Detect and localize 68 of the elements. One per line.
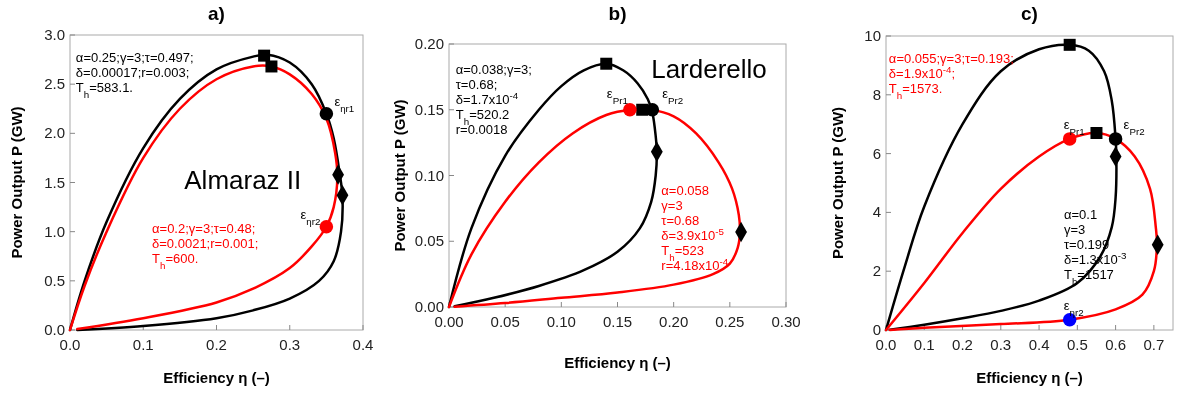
text: α=0.038;γ=3; τ=0.68; δ=1.7x10$^{-4}$ T$_{h}$=520.2 r=0.0018 [455,62,532,138]
annotation: ε$_{Pr2}$ [662,85,684,106]
text: α=0.058 γ=3 τ=0.68 δ=3.9x10$^{-5}$ T$_{h}$=523 r=4.18x10$^{-4}$ [661,183,729,274]
y-tick-label: 10 [864,27,881,44]
x-tick-label: 0.1 [132,336,154,353]
y-tick-label: 0.5 [44,271,65,289]
x-axis-title: Efficiency η (–) [564,354,671,371]
y-tick-label: 6 [872,144,881,162]
annotation: ε$_{Pr1}$ [606,85,628,106]
series-label: α=0.2;γ=3;τ=0.48; δ=0.0021;r=0.001; T$_{h}$=600. [152,220,259,271]
x-tick-label: 0.2 [206,336,227,353]
annotation: ε$_{Pr1}$ [1063,116,1085,137]
x-tick-label: 0.4 [352,336,374,353]
x-tick-label: 0.0 [59,336,81,353]
x-tick-label: 0.2 [952,336,973,353]
point [319,106,334,121]
series-label: α=0.25;γ=3;τ=0.497; δ=0.00017;r=0.003; T$_{h}$=583.1. [75,49,194,100]
text: α=0.055;γ=3;τ=0.193; δ=1.9x10$^{-4}$; T$_{h}$=1573. [888,50,1014,101]
y-tick-label: 0.15 [414,100,444,118]
y-tick-label: 3.0 [44,26,65,43]
y-axis-title: Power Output P (GW) [391,99,408,252]
chart-title: c) [1021,3,1038,24]
y-tick-label: 0.20 [414,35,444,52]
x-tick-label: 0.1 [913,336,935,353]
point [1090,127,1103,140]
annotation: Larderello [651,53,767,84]
x-tick-label: 0.6 [1105,336,1127,353]
x-axis-title: Efficiency η (–) [976,369,1083,386]
y-tick-label: 2 [872,262,881,280]
chart-title: a) [208,3,225,24]
y-tick-label: 8 [872,85,881,103]
x-tick-label: 0.30 [771,313,801,330]
point [319,219,334,234]
x-tick-label: 0.20 [659,313,689,330]
annotation: ε$_{ηr2}$ [300,206,321,227]
x-tick-label: 0.3 [990,336,1012,353]
point [265,60,278,73]
annotation: ε$_{ηr2}$ [1063,297,1084,318]
x-tick-label: 0.25 [715,313,745,330]
x-tick-label: 0.5 [1066,336,1088,353]
y-axis-title: Power Output P (GW) [829,106,846,260]
y-tick-label: 0 [872,321,881,338]
point [258,49,271,62]
y-tick-label: 0.10 [414,166,444,184]
point [623,102,637,117]
y-tick-label: 2.0 [44,124,65,142]
chart-title: b) [608,3,627,24]
x-tick-label: 0.05 [490,313,520,330]
annotation: ε$_{ηr1}$ [334,93,355,114]
y-tick-label: 1.5 [44,173,65,191]
point [1063,38,1076,51]
x-tick-label: 0.7 [1143,336,1165,353]
y-tick-label: 4 [872,203,881,221]
y-tick-label: 0.00 [414,298,444,315]
x-tick-label: 0.00 [434,313,464,330]
x-tick-label: 0.15 [602,313,633,330]
y-tick-label: 0.05 [414,232,444,250]
y-tick-label: 2.5 [44,75,65,93]
y-axis-title: Power Output P (GW) [8,106,25,259]
point [1108,132,1123,146]
x-tick-label: 0.10 [546,313,576,330]
annotation: ε$_{Pr2}$ [1123,116,1145,137]
x-tick-label: 0.3 [279,336,301,353]
x-tick-label: 0.4 [1028,336,1050,353]
annotation: Almaraz II [184,164,302,195]
point [600,57,613,70]
y-tick-label: 1.0 [44,222,65,240]
x-axis-title: Efficiency η (–) [163,369,270,386]
